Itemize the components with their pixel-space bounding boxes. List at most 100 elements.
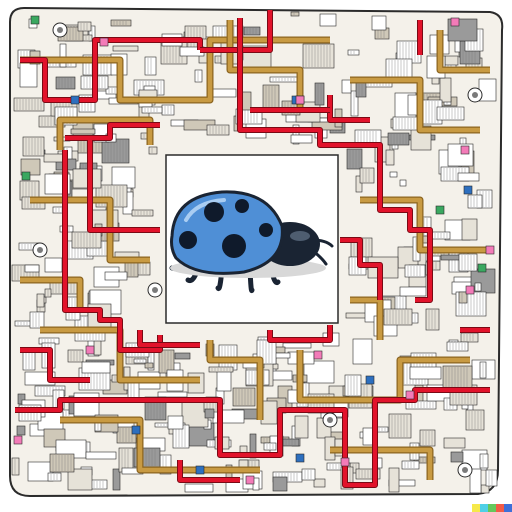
machine-part	[355, 175, 363, 193]
machine-part	[303, 360, 335, 384]
gauge-center	[472, 92, 478, 98]
ladybug-spot	[222, 234, 246, 258]
machine-part	[469, 468, 482, 494]
machine-part	[14, 320, 32, 327]
machine-part	[174, 352, 191, 360]
accent-component	[30, 15, 40, 25]
machine-part	[67, 349, 84, 363]
machine-part	[144, 56, 157, 76]
machine-part	[436, 106, 465, 121]
machine-part	[460, 332, 479, 343]
ladybug-shell	[170, 190, 284, 275]
machine-part	[313, 478, 326, 488]
red-trace	[138, 330, 200, 347]
color-swatch	[496, 504, 504, 512]
machine-part	[444, 55, 459, 66]
machine-part	[446, 341, 469, 352]
machine-part	[262, 84, 280, 109]
machine-part	[157, 391, 188, 398]
accent-component	[245, 475, 255, 485]
red-trace	[65, 123, 160, 140]
corner-color-strip	[472, 504, 512, 512]
machine-part	[485, 469, 498, 487]
machine-part	[314, 82, 325, 106]
accent-component	[465, 285, 475, 295]
machine-part	[355, 82, 367, 98]
machine-part	[204, 408, 215, 419]
machine-part	[354, 129, 382, 144]
tan-pipe	[227, 20, 303, 110]
machine-part	[184, 483, 214, 493]
machine-part	[388, 413, 412, 439]
machine-part	[141, 106, 163, 114]
machine-part	[85, 451, 117, 460]
ladybug-spot	[179, 231, 197, 249]
machine-part	[110, 19, 132, 27]
machine-part	[387, 132, 410, 146]
machine-part	[479, 453, 489, 469]
machine-part	[272, 476, 288, 492]
machine-part	[232, 387, 256, 407]
machine-part	[144, 362, 154, 369]
machine-part	[239, 445, 248, 454]
machine-part	[206, 124, 230, 136]
machine-part	[385, 149, 395, 166]
red-trace	[20, 38, 202, 102]
machine-part	[345, 312, 367, 319]
machine-part	[181, 401, 209, 428]
machine-part	[148, 146, 158, 155]
ladybug-spot	[235, 199, 249, 213]
machine-part	[290, 134, 313, 144]
gauge-center	[37, 247, 43, 253]
machine-part	[388, 467, 400, 493]
machine-part	[16, 425, 26, 436]
machine-part	[319, 13, 337, 27]
machine-part	[461, 218, 478, 241]
machine-part	[20, 158, 41, 176]
machine-part	[112, 468, 121, 491]
tan-pipe	[57, 117, 153, 150]
red-trace	[328, 95, 370, 122]
machine-part	[112, 45, 139, 52]
red-trace	[238, 18, 432, 302]
machine-part	[241, 91, 252, 111]
accent-component	[195, 465, 205, 475]
machine-part	[350, 90, 359, 117]
machine-part	[352, 338, 373, 365]
accent-component	[99, 37, 109, 47]
color-swatch	[488, 504, 496, 512]
accent-component	[450, 17, 460, 27]
ladybug-shell-highlight	[184, 198, 226, 222]
tan-pipe	[20, 277, 83, 310]
color-swatch	[472, 504, 480, 512]
ladybug-head-highlight	[290, 231, 310, 241]
gauge-center	[327, 417, 333, 423]
ladybug-spot	[204, 202, 224, 222]
machine-part	[77, 21, 92, 32]
machine-part	[392, 116, 419, 131]
red-trace	[178, 460, 240, 482]
machine-part	[359, 167, 375, 184]
accent-component	[460, 145, 470, 155]
machine-part	[389, 171, 398, 178]
machine-part	[326, 462, 351, 471]
machine-part	[17, 393, 26, 405]
tan-pipe	[207, 340, 263, 420]
machine-part	[371, 15, 387, 31]
machine-part	[73, 392, 100, 417]
colored-component-accents	[13, 15, 495, 485]
machine-part	[131, 209, 154, 217]
accent-component	[365, 375, 375, 385]
gauge-center	[152, 287, 158, 293]
tan-pipe	[330, 447, 433, 480]
machine-part	[458, 291, 468, 304]
machine-part	[44, 257, 63, 273]
tan-pipe	[40, 327, 200, 383]
ladybug-antenna	[310, 238, 334, 248]
machine-part	[470, 268, 496, 294]
accent-component	[313, 350, 323, 360]
accent-component	[13, 435, 23, 445]
machine-part	[439, 77, 452, 103]
ladybug-antenna	[310, 248, 328, 266]
